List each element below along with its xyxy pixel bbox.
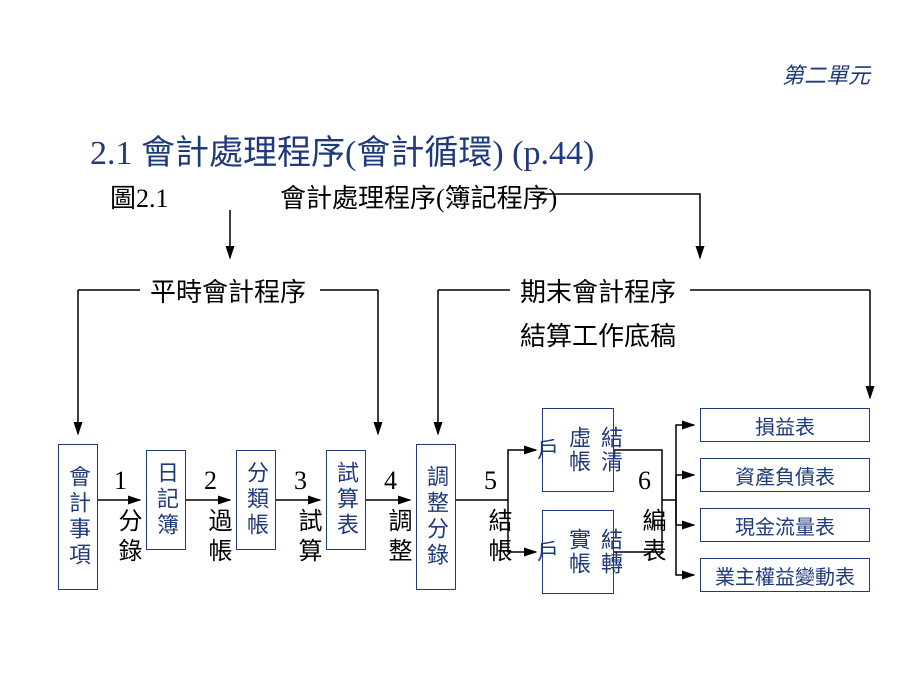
- section-periodend-2: 結算工作底稿: [520, 316, 676, 353]
- step4-label: 調整: [380, 508, 415, 568]
- box-close-real: 實帳戶 結轉: [542, 510, 614, 594]
- section-ordinary: 平時會計程序: [150, 272, 306, 309]
- box-equity: 業主權益變動表: [700, 558, 870, 592]
- step3-num: 3: [294, 466, 307, 496]
- figure-title: 會計處理程序(簿記程序): [280, 178, 557, 215]
- box-ledger: 分類帳: [236, 450, 276, 550]
- step4-num: 4: [384, 466, 397, 496]
- step3-label: 試算: [290, 508, 325, 568]
- box-trial: 試算表: [326, 450, 366, 550]
- step5-label: 結帳: [480, 508, 515, 568]
- figure-number: 圖2.1: [110, 178, 169, 215]
- step1-num: 1: [114, 466, 127, 496]
- step2-label: 過帳: [200, 508, 235, 568]
- page-title: 2.1 會計處理程序(會計循環) (p.44): [90, 125, 594, 174]
- box-income-stmt: 損益表: [700, 408, 870, 442]
- step6-num: 6: [638, 466, 651, 496]
- box-journal: 日記簿: [146, 450, 186, 550]
- box-close-virtual: 虛帳戶 結清: [542, 408, 614, 492]
- section-periodend-1: 期末會計程序: [520, 272, 676, 309]
- box-cashflow: 現金流量表: [700, 508, 870, 542]
- step6-label: 編表: [634, 508, 669, 568]
- step5-num: 5: [484, 466, 497, 496]
- box-adjust: 調整分錄: [416, 444, 456, 590]
- step1-label: 分錄: [110, 508, 145, 568]
- unit-label: 第二單元: [782, 58, 870, 90]
- box-event: 會計事項: [58, 444, 98, 590]
- step2-num: 2: [204, 466, 217, 496]
- box-balance-sheet: 資產負債表: [700, 458, 870, 492]
